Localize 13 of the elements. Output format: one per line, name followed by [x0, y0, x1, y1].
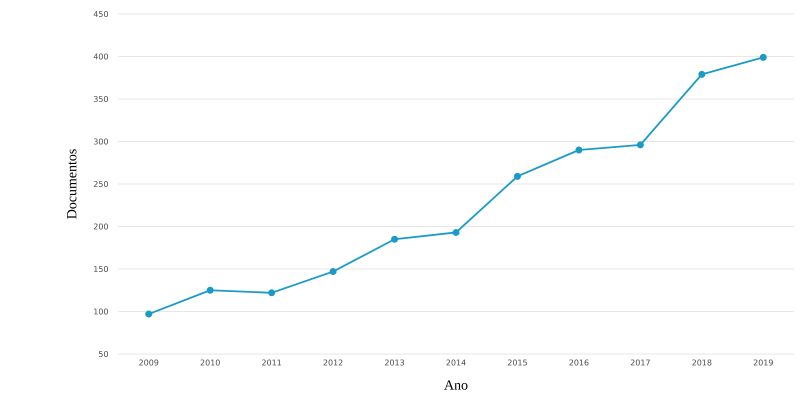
point — [330, 268, 337, 276]
point — [145, 310, 152, 318]
point — [575, 146, 582, 154]
point — [268, 289, 276, 296]
point — [206, 286, 214, 294]
point — [636, 141, 644, 148]
point — [391, 236, 398, 243]
point — [760, 54, 767, 61]
y-axis-title: Documentos — [67, 149, 76, 219]
point — [698, 70, 706, 78]
x-axis-title: Ano — [444, 380, 468, 390]
point — [452, 228, 460, 236]
point — [514, 172, 521, 180]
